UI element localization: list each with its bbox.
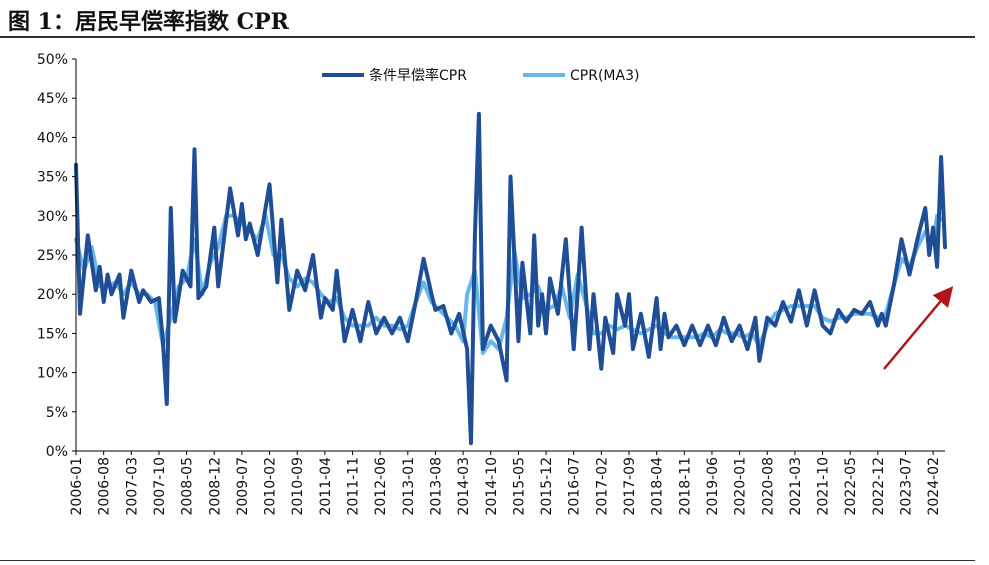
x-tick-label: 2011-04 [318,457,334,516]
x-tick-label: 2019-06 [705,457,721,516]
y-tick-label: 10% [37,366,68,382]
y-tick-label: 20% [37,287,68,303]
figure-title: 图 1：居民早偿率指数 CPR [8,9,289,35]
x-tick-label: 2015-05 [511,457,527,516]
x-tick-label: 2007-10 [152,457,168,516]
trend-arrow [883,286,954,370]
series-layer [74,111,947,446]
x-tick-label: 2015-12 [539,457,555,516]
x-tick-label: 2024-02 [926,457,942,516]
top-divider [0,36,975,38]
y-tick-label: 30% [37,209,68,225]
x-tick-label: 2007-03 [124,457,140,516]
x-tick-label: 2018-11 [677,457,693,516]
x-tick-label: 2022-12 [871,457,887,516]
x-tick-label: 2010-09 [290,457,306,516]
y-tick-label: 15% [37,326,68,342]
x-tick-label: 2006-01 [69,457,85,516]
legend-label-cpr: 条件早偿率CPR [369,67,467,84]
x-tick-label: 2008-12 [207,457,223,516]
x-tick-label: 2020-01 [733,457,749,516]
x-tick-label: 2017-09 [622,457,638,516]
x-tick-label: 2006-08 [97,457,113,516]
x-tick-label: 2014-10 [484,457,500,516]
x-tick-label: 2021-10 [816,457,832,516]
y-tick-label: 5% [46,405,68,421]
x-tick-label: 2010-02 [263,457,279,516]
x-tick-label: 2021-03 [788,457,804,516]
y-tick-label: 25% [37,248,68,264]
y-tick-label: 40% [37,130,68,146]
x-tick-label: 2020-08 [760,457,776,516]
x-tick-label: 2022-05 [843,457,859,516]
x-tick-label: 2017-02 [594,457,610,516]
legend: 条件早偿率CPR CPR(MA3) [322,67,639,84]
x-tick-label: 2018-04 [650,457,666,516]
bottom-divider [0,560,975,561]
x-tick-label: 2009-07 [235,457,251,516]
y-tick-label: 45% [37,91,68,107]
x-tick-label: 2014-03 [456,457,472,516]
series-line-cpr [74,111,947,446]
x-tick-label: 2008-05 [180,457,196,516]
x-tick-label: 2013-08 [428,457,444,516]
annotation-layer [883,286,954,370]
legend-label-ma3: CPR(MA3) [570,68,639,84]
y-tick-label: 35% [37,170,68,186]
y-tick-label: 0% [46,444,68,460]
x-tick-label: 2016-07 [567,457,583,516]
x-tick-label: 2013-01 [401,457,417,516]
x-tick-label: 2012-06 [373,457,389,516]
x-tick-label: 2011-11 [346,457,362,516]
x-tick-label: 2023-07 [899,457,915,516]
y-tick-label: 50% [37,52,68,68]
axis-layer: 0% 5% 10% 15% 20% 25% 30% 35% 40% 45% 50% 2006-01 20… [37,52,945,516]
